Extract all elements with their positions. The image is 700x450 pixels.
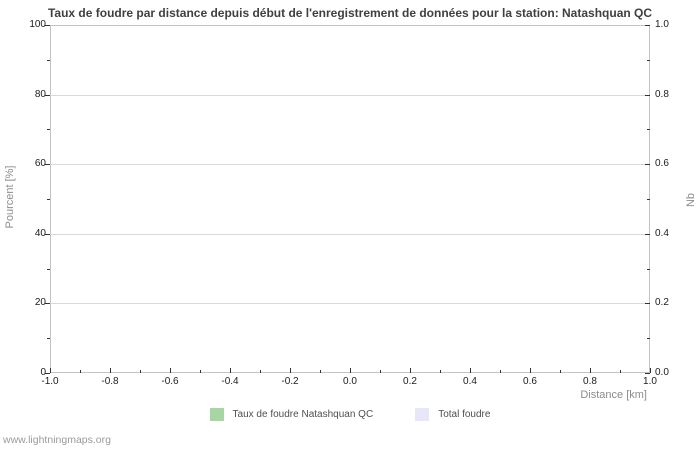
y-left-major-tick — [45, 373, 50, 374]
y-right-major-tick — [645, 164, 650, 166]
y-left-tick-label: 60 — [34, 158, 46, 170]
h-gridline — [50, 164, 650, 166]
y-right-minor-tick — [647, 129, 650, 131]
y-left-major-tick — [45, 25, 50, 26]
x-major-tick — [350, 368, 351, 373]
y-left-major-tick — [45, 233, 50, 235]
x-tick-label: 1.0 — [643, 376, 657, 387]
watermark-link: www.lightningmaps.org — [3, 434, 111, 446]
h-gridline — [50, 94, 650, 96]
x-minor-tick — [380, 370, 381, 373]
legend-item-0: Taux de foudre Natashquan QC — [209, 408, 374, 421]
y-left-minor-tick — [47, 129, 50, 131]
x-minor-tick — [620, 370, 621, 373]
y-left-minor-tick — [47, 199, 50, 200]
y-left-tick-label: 0 — [40, 367, 46, 378]
y-right-major-tick — [645, 303, 650, 305]
x-tick-label: 0.4 — [463, 376, 477, 387]
x-major-tick — [410, 368, 411, 373]
x-minor-tick — [260, 370, 261, 373]
y-right-tick-label: 0.0 — [655, 367, 669, 378]
y-left-tick-label: 20 — [34, 297, 46, 309]
y-right-major-tick — [645, 25, 650, 26]
y-right-major-tick — [645, 94, 650, 96]
x-minor-tick — [140, 370, 141, 373]
y-axis-left-label: Pourcent [%] — [4, 165, 16, 229]
x-minor-tick — [200, 370, 201, 373]
y-left-minor-tick — [47, 59, 50, 61]
y-right-tick-label: 1.0 — [655, 19, 669, 30]
x-tick-label: 0.2 — [403, 376, 417, 387]
y-left-major-tick — [45, 94, 50, 96]
x-axis-label: Distance [km] — [580, 389, 647, 401]
plot-area — [50, 25, 650, 373]
x-tick-label: 0.6 — [523, 376, 537, 387]
y-right-tick-label: 0.6 — [655, 158, 669, 170]
chart-title: Taux de foudre par distance depuis début… — [47, 6, 653, 20]
y-right-major-tick — [645, 373, 650, 374]
y-right-minor-tick — [647, 268, 650, 270]
y-right-minor-tick — [647, 59, 650, 61]
x-major-tick — [470, 368, 471, 373]
x-minor-tick — [440, 370, 441, 373]
x-minor-tick — [80, 370, 81, 373]
h-gridline — [50, 303, 650, 305]
x-tick-label: 0.8 — [583, 376, 597, 387]
x-minor-tick — [560, 370, 561, 373]
y-left-tick-label: 100 — [29, 19, 46, 30]
y-right-tick-label: 0.8 — [655, 88, 669, 100]
legend-label: Total foudre — [438, 409, 491, 420]
x-major-tick — [590, 368, 591, 373]
legend: Taux de foudre Natashquan QC Total foudre — [0, 408, 700, 421]
y-left-major-tick — [45, 164, 50, 166]
y-left-minor-tick — [47, 268, 50, 270]
legend-label: Taux de foudre Natashquan QC — [232, 409, 374, 420]
x-minor-tick — [500, 370, 501, 373]
x-major-tick — [170, 368, 171, 373]
y-left-minor-tick — [47, 338, 50, 340]
h-gridline — [50, 233, 650, 235]
x-tick-label: 0.0 — [343, 376, 357, 387]
y-left-tick-label: 40 — [34, 227, 46, 239]
legend-item-1: Total foudre — [415, 408, 490, 421]
y-right-minor-tick — [647, 199, 650, 200]
legend-swatch-icon — [415, 408, 430, 421]
x-major-tick — [290, 368, 291, 373]
x-tick-label: -0.4 — [221, 376, 239, 387]
x-tick-label: -0.6 — [161, 376, 179, 387]
y-left-major-tick — [45, 303, 50, 305]
x-tick-label: -0.2 — [281, 376, 299, 387]
y-right-tick-label: 0.4 — [655, 227, 669, 239]
y-left-tick-label: 80 — [34, 88, 46, 100]
x-major-tick — [110, 368, 111, 373]
legend-swatch-icon — [209, 408, 224, 421]
y-right-tick-label: 0.2 — [655, 297, 669, 309]
x-major-tick — [230, 368, 231, 373]
x-major-tick — [50, 368, 51, 373]
x-major-tick — [650, 368, 651, 373]
x-major-tick — [530, 368, 531, 373]
x-tick-label: -1.0 — [41, 376, 59, 387]
x-minor-tick — [320, 370, 321, 373]
x-tick-label: -0.8 — [101, 376, 119, 387]
y-right-minor-tick — [647, 338, 650, 340]
y-right-major-tick — [645, 233, 650, 235]
y-axis-right-label: Nb — [685, 192, 697, 208]
